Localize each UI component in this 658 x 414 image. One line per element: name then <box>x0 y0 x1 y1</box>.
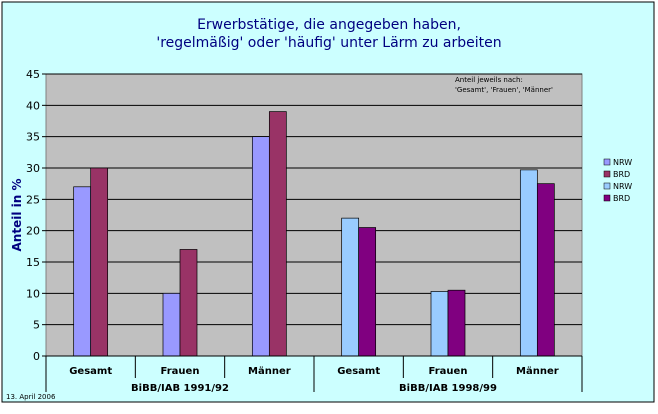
note-line1: Anteil jeweils nach: <box>455 76 523 84</box>
x-tick-label: Frauen <box>429 366 468 377</box>
legend-label-brd: BRD <box>613 194 630 203</box>
bar-nrw <box>73 186 92 357</box>
x-tick-label: Männer <box>248 366 291 377</box>
bar-brd <box>90 167 109 357</box>
y-tick-label: 25 <box>26 193 40 206</box>
bars <box>73 111 555 357</box>
x-tick-label: Männer <box>516 366 559 377</box>
legend-label-brd: BRD <box>613 170 630 179</box>
y-tick-label: 15 <box>26 256 40 269</box>
legend-swatch-brd <box>603 194 611 202</box>
note-line2: 'Gesamt', 'Frauen', 'Männer' <box>455 86 553 94</box>
legend-swatch-nrw <box>603 158 611 166</box>
bar-brd <box>447 289 466 357</box>
bar-brd <box>536 183 555 357</box>
legend-swatch-nrw <box>603 182 611 190</box>
x-tick-label: Frauen <box>161 366 200 377</box>
y-axis-ticks: 0 5 10 15 20 25 30 35 40 45 <box>26 68 46 363</box>
x-group-label: BiBB/IAB 1991/92 <box>131 383 229 394</box>
bar-nrw <box>519 169 538 357</box>
legend: NRW BRD NRW BRD <box>603 158 632 203</box>
bar-nrw <box>430 291 449 357</box>
gridlines <box>46 73 582 326</box>
legend-swatch-brd <box>603 170 611 178</box>
y-tick-label: 10 <box>26 287 40 300</box>
y-tick-label: 0 <box>33 350 40 363</box>
chart-title-line1: Erwerbstätige, die angegeben haben, <box>197 17 461 33</box>
y-axis-label: Anteil in % <box>10 179 24 252</box>
x-axis: Gesamt Frauen Männer BiBB/IAB 1991/92 Gesamt… <box>45 355 583 394</box>
x-tick-label: Gesamt <box>337 366 380 377</box>
chart-title-line2: 'regelmäßig' oder 'häufig' unter Lärm zu… <box>156 35 501 51</box>
y-tick-label: 20 <box>26 225 40 238</box>
y-tick-label: 40 <box>26 99 40 112</box>
bar-nrw <box>341 217 360 357</box>
x-group-label: BiBB/IAB 1998/99 <box>399 383 497 394</box>
footnote: 13. April 2006 <box>6 393 56 401</box>
y-tick-label: 35 <box>26 131 40 144</box>
y-tick-label: 30 <box>26 162 40 175</box>
bar-brd <box>179 249 198 357</box>
plot-area <box>45 73 583 357</box>
legend-label-nrw: NRW <box>613 182 632 191</box>
y-tick-label: 5 <box>33 319 40 332</box>
y-tick-label: 45 <box>26 68 40 81</box>
x-tick-label: Gesamt <box>69 366 112 377</box>
legend-label-nrw: NRW <box>613 158 632 167</box>
bar-nrw <box>251 136 270 357</box>
bar-brd <box>358 227 377 357</box>
bar-brd <box>268 111 287 357</box>
bar-nrw <box>162 292 181 357</box>
